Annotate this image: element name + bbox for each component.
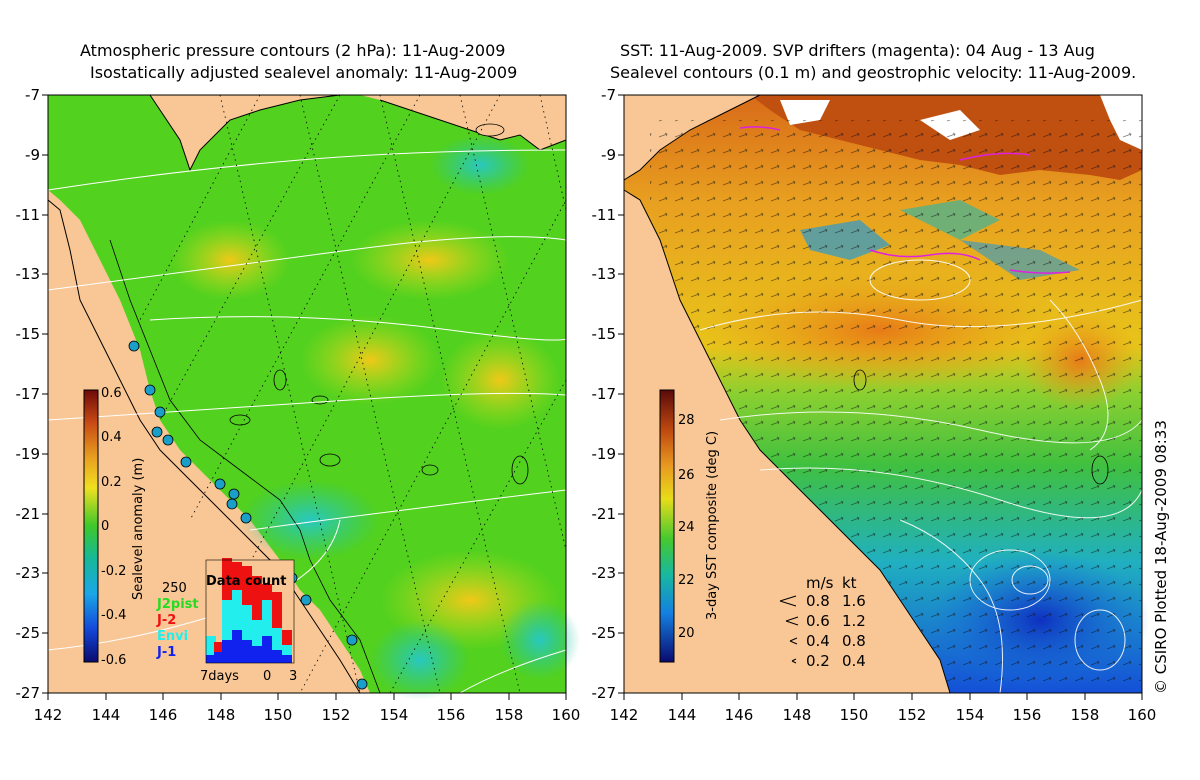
colorbar-tick: 20 (678, 626, 695, 641)
lat-tick: -27 (16, 684, 41, 702)
velocity-ms: 0.8 (806, 592, 830, 610)
lat-tick: -15 (16, 325, 41, 343)
lon-tick: 144 (92, 706, 121, 724)
data-count-axis-start: 7days (200, 669, 239, 684)
data-count-axis-end: 3 (289, 669, 297, 684)
lat-tick: -11 (592, 206, 617, 224)
right-colorbar-label: 3-day SST composite (deg C) (705, 431, 720, 620)
legend-j1: J-1 (156, 645, 176, 660)
lat-tick: -17 (16, 385, 41, 403)
lon-tick: 156 (437, 706, 466, 724)
lat-tick: -21 (592, 505, 617, 523)
left-colorbar (83, 389, 99, 663)
data-count-histogram (205, 558, 295, 664)
velocity-kt: 1.2 (842, 612, 866, 630)
right-lon-labels: 142 144 146 148 150 152 154 156 158 160 (610, 706, 1157, 724)
colorbar-tick: 26 (678, 468, 695, 483)
lon-tick: 150 (264, 706, 293, 724)
colorbar-tick: 0.6 (101, 386, 122, 401)
lat-tick: -11 (16, 206, 41, 224)
lon-tick: 144 (668, 706, 697, 724)
lon-tick: 142 (610, 706, 639, 724)
lon-tick: 160 (552, 706, 581, 724)
lon-tick: 146 (725, 706, 754, 724)
colorbar-tick: 22 (678, 573, 695, 588)
colorbar-tick: -0.2 (101, 564, 126, 579)
lat-tick: -25 (592, 624, 617, 642)
lat-tick: -7 (25, 86, 40, 104)
right-map (623, 94, 1150, 694)
left-title-line2: Isostatically adjusted sealevel anomaly:… (90, 63, 518, 82)
data-count-scale: 250 (162, 581, 187, 596)
lon-tick: 154 (956, 706, 985, 724)
lat-tick: -9 (601, 146, 616, 164)
data-count-axis-zero: 0 (263, 669, 271, 684)
legend-j2pist: J2pist (156, 597, 199, 612)
lon-tick: 154 (380, 706, 409, 724)
lon-tick: 158 (1071, 706, 1100, 724)
velocity-kt: 0.8 (842, 632, 866, 650)
lat-tick: -17 (592, 385, 617, 403)
lat-tick: -13 (16, 265, 41, 283)
colorbar-tick: -0.4 (101, 608, 126, 623)
lon-tick: 142 (34, 706, 63, 724)
colorbar-tick: -0.6 (101, 653, 126, 668)
right-lat-labels: -7 -9 -11 -13 -15 -17 -19 -21 -23 -25 -2… (592, 86, 617, 702)
lat-tick: -23 (592, 564, 617, 582)
right-colorbar (659, 389, 675, 663)
lat-tick: -21 (16, 505, 41, 523)
lat-tick: -13 (592, 265, 617, 283)
lat-tick: -19 (16, 445, 41, 463)
right-title-line1: SST: 11-Aug-2009. SVP drifters (magenta)… (620, 41, 1095, 60)
lon-tick: 150 (840, 706, 869, 724)
colorbar-tick: 28 (678, 413, 695, 428)
lon-tick: 148 (783, 706, 812, 724)
tick-marks (42, 94, 1143, 700)
lon-tick: 158 (495, 706, 524, 724)
velocity-kt: 0.4 (842, 652, 866, 670)
lon-tick: 146 (149, 706, 178, 724)
left-map (47, 94, 580, 700)
lon-tick: 156 (1013, 706, 1042, 724)
right-title-line2: Sealevel contours (0.1 m) and geostrophi… (610, 63, 1137, 82)
left-lon-labels: 142 144 146 148 150 152 154 156 158 160 (34, 706, 581, 724)
left-colorbar-label: Sealevel anomaly (m) (131, 458, 146, 600)
left-colorbar-ticks: 0.6 0.4 0.2 0 -0.2 -0.4 -0.6 (101, 386, 126, 668)
lon-tick: 148 (207, 706, 236, 724)
velocity-ms: 0.4 (806, 632, 830, 650)
lon-tick: 160 (1128, 706, 1157, 724)
colorbar-tick: 0 (101, 519, 109, 534)
velocity-header-ms: m/s (806, 574, 834, 592)
lat-tick: -15 (592, 325, 617, 343)
legend-j2: J-2 (156, 613, 176, 628)
lat-tick: -27 (592, 684, 617, 702)
lat-tick: -9 (25, 146, 40, 164)
lat-tick: -19 (592, 445, 617, 463)
data-count-title: Data count (206, 574, 286, 589)
colorbar-tick: 24 (678, 520, 695, 535)
legend-envi: Envi (157, 629, 188, 644)
velocity-legend: m/s kt 0.8 1.6 0.6 1.2 0.4 0.8 0.2 0.4 (806, 574, 866, 670)
lat-tick: -7 (601, 86, 616, 104)
left-title-line1: Atmospheric pressure contours (2 hPa): 1… (80, 41, 506, 60)
velocity-ms: 0.6 (806, 612, 830, 630)
velocity-kt: 1.6 (842, 592, 866, 610)
colorbar-tick: 0.2 (101, 475, 122, 490)
lat-tick: -23 (16, 564, 41, 582)
velocity-legend-arrows (779, 595, 799, 664)
left-lat-labels: -7 -9 -11 -13 -15 -17 -19 -21 -23 -25 -2… (16, 86, 41, 702)
lon-tick: 152 (898, 706, 927, 724)
colorbar-tick: 0.4 (101, 430, 122, 445)
lon-tick: 152 (322, 706, 351, 724)
velocity-header-kt: kt (842, 574, 857, 592)
velocity-ms: 0.2 (806, 652, 830, 670)
right-colorbar-ticks: 28 26 24 22 20 (678, 413, 695, 641)
lat-tick: -25 (16, 624, 41, 642)
credit-text: © CSIRO Plotted 18-Aug-2009 08:33 (1152, 420, 1170, 694)
